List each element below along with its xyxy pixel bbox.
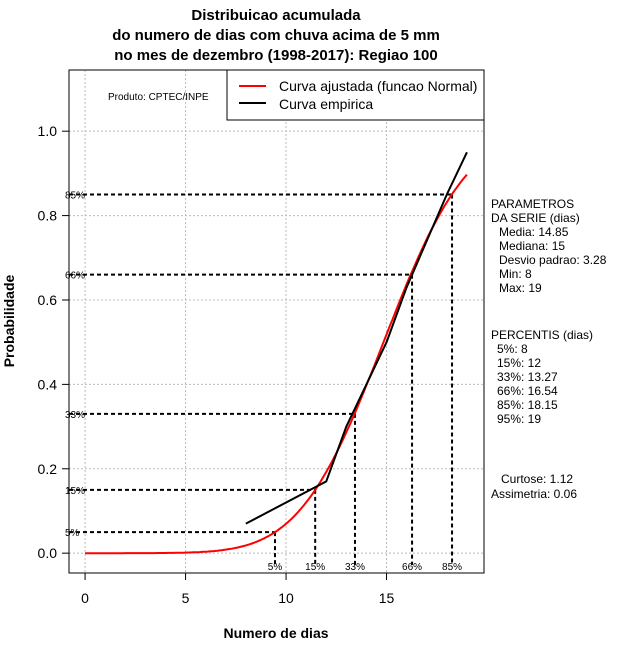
y-axis-label: Probabilidade: [1, 275, 17, 368]
y-tick-label: 0.6: [38, 292, 58, 308]
panel-percentile: 85%: 18.15: [497, 398, 558, 412]
series-lines: [85, 151, 468, 555]
product-note: Produto: CPTEC/INPE: [108, 92, 209, 103]
legend-box: [226, 69, 485, 121]
legend-label-fitted: Curva ajustada (funcao Normal): [279, 78, 477, 94]
percentile-y-label: 85%: [65, 190, 85, 201]
grid: [69, 70, 484, 573]
percentile-markers: 5% 5% 15% 15% 33% 33% 66% 66% 85% 85%: [65, 190, 462, 573]
x-axis-label: Numero de dias: [223, 625, 328, 641]
panel-percentile: 5%: 8: [497, 342, 528, 356]
x-tick-label: 15: [379, 590, 395, 606]
panel-parameter: Max: 19: [499, 281, 542, 295]
x-tick-label: 10: [278, 590, 294, 606]
title-line-1: Distribuicao acumulada: [191, 7, 361, 24]
percentile-x-label: 33%: [345, 562, 365, 573]
x-tick-label: 5: [182, 590, 190, 606]
panel-curtose: Curtose: 1.12: [501, 472, 573, 486]
legend: Curva ajustada (funcao Normal) Curva emp…: [226, 69, 485, 121]
axes: 0 5 10 15 0.0 0.2 0.4 0.6 0.8 1.0: [38, 123, 395, 606]
title-line-2: do numero de dias com chuva acima de 5 m…: [112, 27, 440, 44]
percentile-y-label: 5%: [65, 528, 80, 539]
percentile-y-label: 15%: [65, 486, 85, 497]
panel-heading: PERCENTIS (dias): [491, 328, 593, 342]
x-tick-label: 0: [81, 590, 89, 606]
legend-label-empirical: Curva empirica: [279, 96, 373, 112]
y-tick-label: 0.8: [38, 208, 58, 224]
percentile-x-label: 5%: [268, 562, 283, 573]
y-tick-label: 0.0: [38, 545, 58, 561]
panel-parameter: Media: 14.85: [499, 225, 569, 239]
fitted-normal-curve: [85, 173, 468, 555]
panel-parameter: Min: 8: [499, 267, 532, 281]
percentile-x-label: 66%: [402, 562, 422, 573]
chart-title: Distribuicao acumulada do numero de dias…: [112, 7, 440, 64]
panel-percentile: 66%: 16.54: [497, 384, 558, 398]
panel-parameter: Mediana: 15: [499, 239, 565, 253]
percentile-y-label: 66%: [65, 271, 85, 282]
panel-heading: DA SERIE (dias): [491, 211, 580, 225]
y-tick-label: 0.2: [38, 461, 58, 477]
y-tick-label: 1.0: [38, 123, 58, 139]
panel-percentile: 95%: 19: [497, 412, 541, 426]
percentile-x-label: 85%: [442, 562, 462, 573]
panel-assimetria: Assimetria: 0.06: [491, 487, 577, 501]
panel-percentile: 15%: 12: [497, 356, 541, 370]
plot-frame: [68, 69, 485, 574]
title-line-3: no mes de dezembro (1998-2017): Regiao 1…: [114, 47, 437, 64]
panel-parameter: Desvio padrao: 3.28: [499, 253, 607, 267]
y-tick-label: 0.4: [38, 376, 58, 392]
panel-percentile: 33%: 13.27: [497, 370, 558, 384]
panel-heading: PARAMETROS: [491, 197, 574, 211]
percentile-x-label: 15%: [305, 562, 325, 573]
percentile-y-label: 33%: [65, 410, 85, 421]
empirical-curve: [245, 151, 468, 525]
